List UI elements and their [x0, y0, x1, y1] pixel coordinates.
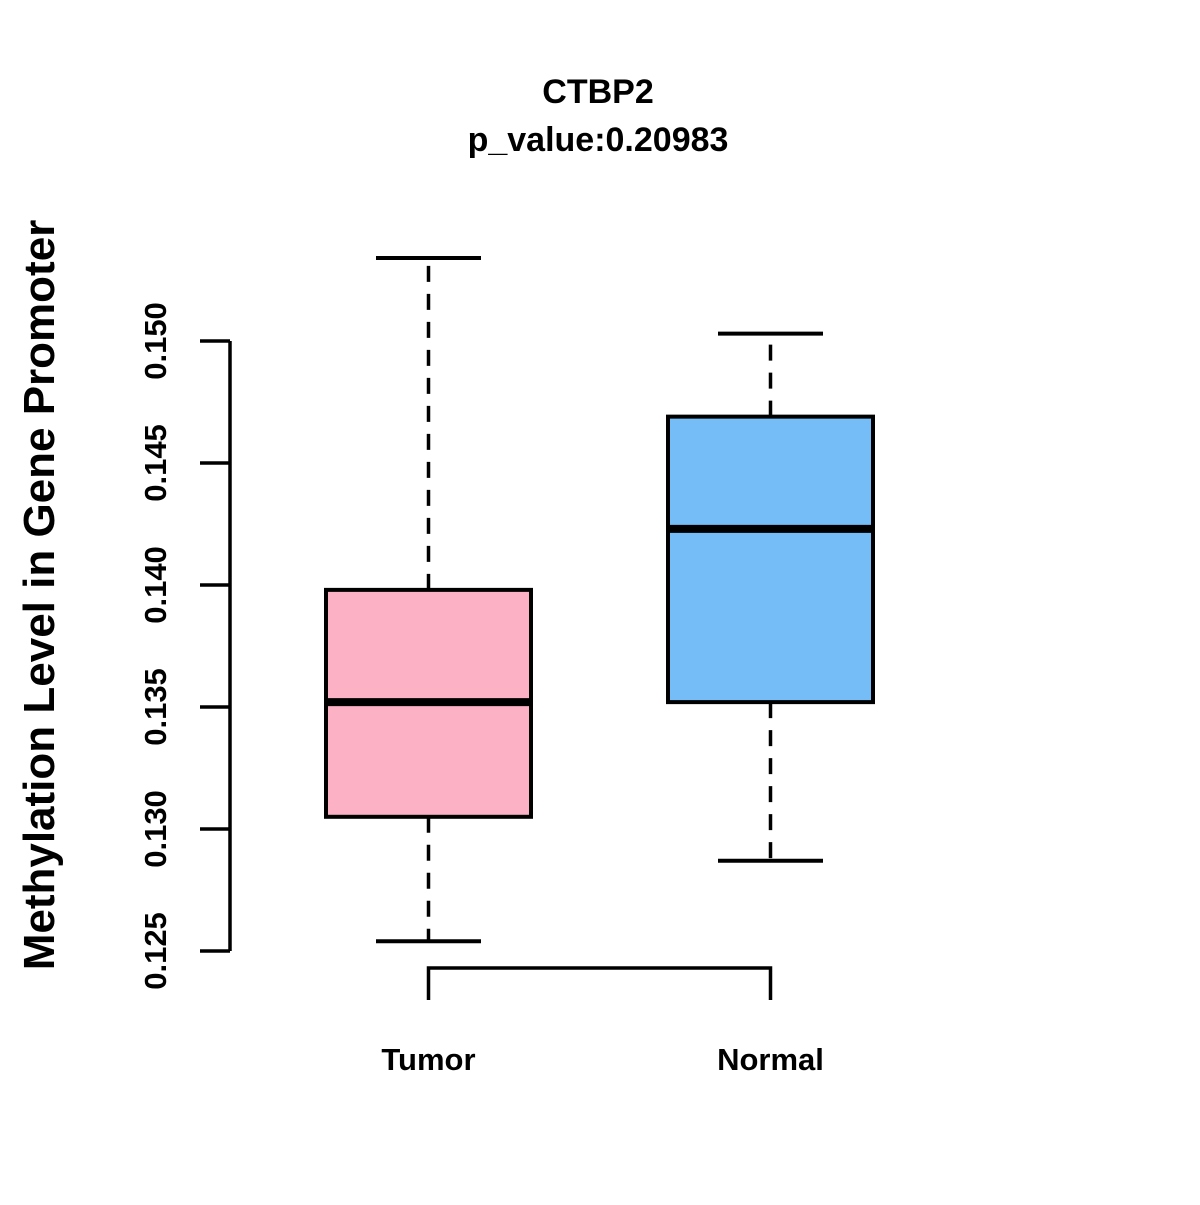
y-tick-label-0.150: 0.150	[138, 302, 173, 380]
chart-subtitle: p_value:0.20983	[468, 121, 729, 159]
y-axis-label: Methylation Level in Gene Promoter	[15, 220, 64, 971]
x-category-label-tumor: Tumor	[381, 1042, 475, 1077]
boxes-layer	[324, 256, 875, 944]
x-category-label-normal: Normal	[717, 1042, 824, 1077]
y-tick-label-0.125: 0.125	[138, 912, 173, 990]
y-tick-label-0.145: 0.145	[138, 424, 173, 502]
normal-box	[666, 414, 875, 705]
axes-layer: 0.125 0.130 0.135 0.140 0.145 0.150 Tumor Norma…	[138, 302, 824, 1077]
y-tick-label-0.140: 0.140	[138, 546, 173, 624]
y-tick-label-0.135: 0.135	[138, 668, 173, 746]
y-axis	[200, 339, 232, 953]
y-tick-label-0.130: 0.130	[138, 790, 173, 868]
chart-title: CTBP2	[542, 73, 653, 111]
x-axis	[426, 966, 773, 1000]
